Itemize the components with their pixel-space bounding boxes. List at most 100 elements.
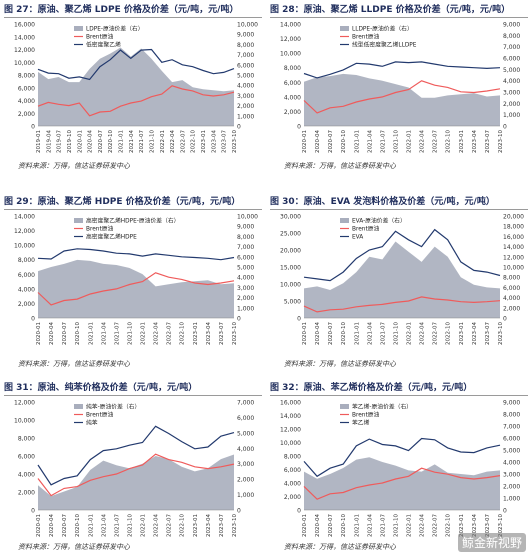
- y-left-tick-label: 10,000: [280, 51, 301, 58]
- y-left-tick-label: 10,000: [280, 440, 301, 447]
- y-right-tick-label: 5,000: [237, 430, 254, 437]
- y-right-tick-label: 2,000: [503, 305, 520, 312]
- chart-32-svg: 0 2,000 4,000 6,000 8,000 10,000 12,000 14,000 1…: [280, 400, 520, 537]
- chart-29-svg: 0 2,000 4,000 6,000 8,000 10,000 12,000 14,000 0…: [14, 214, 258, 345]
- x-tick-label: 2020-04: [49, 514, 55, 537]
- x-tick-label: 2020-01: [77, 130, 83, 153]
- y-left-tick-label: 0: [31, 124, 35, 131]
- y-left-tick-label: 6,000: [284, 80, 301, 87]
- x-tick-label: 2020-01: [36, 322, 42, 345]
- x-tick-label: 2021-01: [88, 514, 94, 537]
- chart-panel-32: 图 32：原油、苯乙烯价格及价差（元/吨，元/吨） 0 2,000 4,000 6,0…: [270, 380, 528, 554]
- y-left-tick-label: 8,000: [18, 73, 35, 80]
- source-note: 资料来源：万得，信达证券研发中心: [284, 162, 396, 170]
- x-tick-label: 2020-04: [49, 322, 55, 345]
- y-right-tick-label: 0: [503, 316, 507, 323]
- x-tick-label: 2023-04: [206, 514, 212, 537]
- x-tick-label: 2021-01: [354, 514, 360, 537]
- title-divider: [270, 395, 528, 396]
- y-left-tick-label: 8,000: [284, 65, 301, 72]
- series-line-1: [37, 272, 235, 306]
- x-tick-label: 2021-04: [101, 322, 107, 345]
- x-tick-label: 2020-01: [302, 514, 308, 537]
- y-right-tick-label: 6,000: [503, 436, 520, 443]
- x-tick-label: 2023-04: [206, 322, 212, 345]
- x-tick-label: 2021-07: [114, 514, 120, 537]
- y-left-tick-label: 6,000: [18, 85, 35, 92]
- x-tick-label: 2022-07: [433, 322, 439, 345]
- legend-swatch: [74, 218, 83, 223]
- y-right-tick-label: 0: [237, 508, 241, 515]
- x-tick-label: 2020-10: [341, 130, 347, 153]
- y-right-tick-label: 1,000: [237, 113, 254, 120]
- legend-swatch: [74, 26, 83, 31]
- y-left-tick-label: 12,000: [14, 47, 35, 54]
- y-right-tick-label: 7,000: [237, 52, 254, 59]
- x-tick-label: 2022-07: [167, 322, 173, 345]
- x-tick-label: 2022-10: [446, 322, 452, 345]
- x-tick-label: 2023-04: [211, 130, 217, 153]
- x-tick-label: 2019-10: [67, 130, 73, 153]
- y-left-tick-label: 10,000: [280, 282, 301, 289]
- y-right-tick-label: 2,000: [503, 484, 520, 491]
- series-area-0: [38, 259, 234, 318]
- series-area-0: [38, 454, 234, 510]
- y-left-tick-label: 6,000: [18, 454, 35, 461]
- y-right-tick-label: 8,000: [237, 42, 254, 49]
- x-tick-label: 2020-07: [328, 130, 334, 153]
- y-right-tick-label: 2,000: [237, 477, 254, 484]
- x-tick-label: 2023-01: [193, 322, 199, 345]
- x-tick-label: 2022-04: [154, 322, 160, 345]
- series-line-1: [37, 453, 235, 497]
- legend-swatch: [340, 218, 349, 223]
- y-right-tick-label: 9,000: [503, 22, 520, 29]
- y-right-tick-label: 1,000: [503, 496, 520, 503]
- x-tick-label: 2021-04: [129, 130, 135, 153]
- x-tick-label: 2023-07: [219, 322, 225, 345]
- x-tick-label: 2023-07: [222, 130, 228, 153]
- x-tick-label: 2021-10: [393, 322, 399, 345]
- x-tick-label: 2020-10: [108, 130, 114, 153]
- chart-panel-30: 图 30：原油、EVA 发泡料价格及价差（元/吨，元/吨） 0 5,000 10,0…: [270, 194, 528, 368]
- x-tick-label: 2021-01: [88, 322, 94, 345]
- x-tick-label: 2022-10: [446, 130, 452, 153]
- x-tick-label: 2022-01: [407, 514, 413, 537]
- y-right-tick-label: 20,000: [503, 214, 524, 221]
- y-left-tick-label: 0: [31, 316, 35, 323]
- series-line-1: [303, 296, 501, 313]
- y-right-tick-label: 3,000: [503, 472, 520, 479]
- source-note: 资料来源：万得，信达证券研发中心: [18, 360, 130, 368]
- chart-panel-28: 图 28：原油、聚乙烯 LLDPE 价格及价差（元/吨，元/吨） 0 2,000 4…: [270, 2, 528, 176]
- y-right-tick-label: 2,000: [503, 101, 520, 108]
- x-tick-label: 2019-07: [57, 130, 63, 153]
- x-tick-label: 2021-04: [367, 322, 373, 345]
- legend-label: Brent原油: [86, 411, 114, 419]
- y-right-tick-label: 16,000: [503, 234, 524, 241]
- x-tick-label: 2022-04: [170, 130, 176, 153]
- x-tick-label: 2021-07: [139, 130, 145, 153]
- y-left-tick-label: 12,000: [280, 36, 301, 43]
- legend-label: 高密度聚乙烯HDPE: [86, 233, 137, 241]
- x-tick-label: 2020-07: [62, 514, 68, 537]
- chart-31-svg: 0 2,000 4,000 6,000 8,000 10,000 12,000 0 1,000 2…: [14, 400, 254, 537]
- y-left-tick-label: 2,000: [284, 494, 301, 501]
- x-tick-label: 2022-01: [407, 130, 413, 153]
- y-right-tick-label: 3,000: [237, 285, 254, 292]
- title-divider: [4, 17, 262, 18]
- legend-label: 苯乙烯: [352, 419, 370, 427]
- x-tick-label: 2021-07: [114, 322, 120, 345]
- legend-label: 纯苯: [86, 419, 98, 427]
- y-left-tick-label: 2,000: [284, 109, 301, 116]
- y-left-tick-label: 0: [297, 316, 301, 323]
- y-left-tick-label: 4,000: [18, 98, 35, 105]
- y-right-tick-label: 2,000: [237, 103, 254, 110]
- x-tick-label: 2020-07: [328, 322, 334, 345]
- watermark: 鲸金新视野: [457, 533, 526, 552]
- y-right-tick-label: 5,000: [237, 73, 254, 80]
- y-left-tick-label: 10,000: [14, 60, 35, 67]
- title-divider: [270, 209, 528, 210]
- y-left-tick-label: 5,000: [284, 299, 301, 306]
- y-left-tick-label: 10,000: [14, 418, 35, 425]
- legend-swatch: [74, 404, 83, 409]
- x-tick-label: 2023-10: [232, 322, 238, 345]
